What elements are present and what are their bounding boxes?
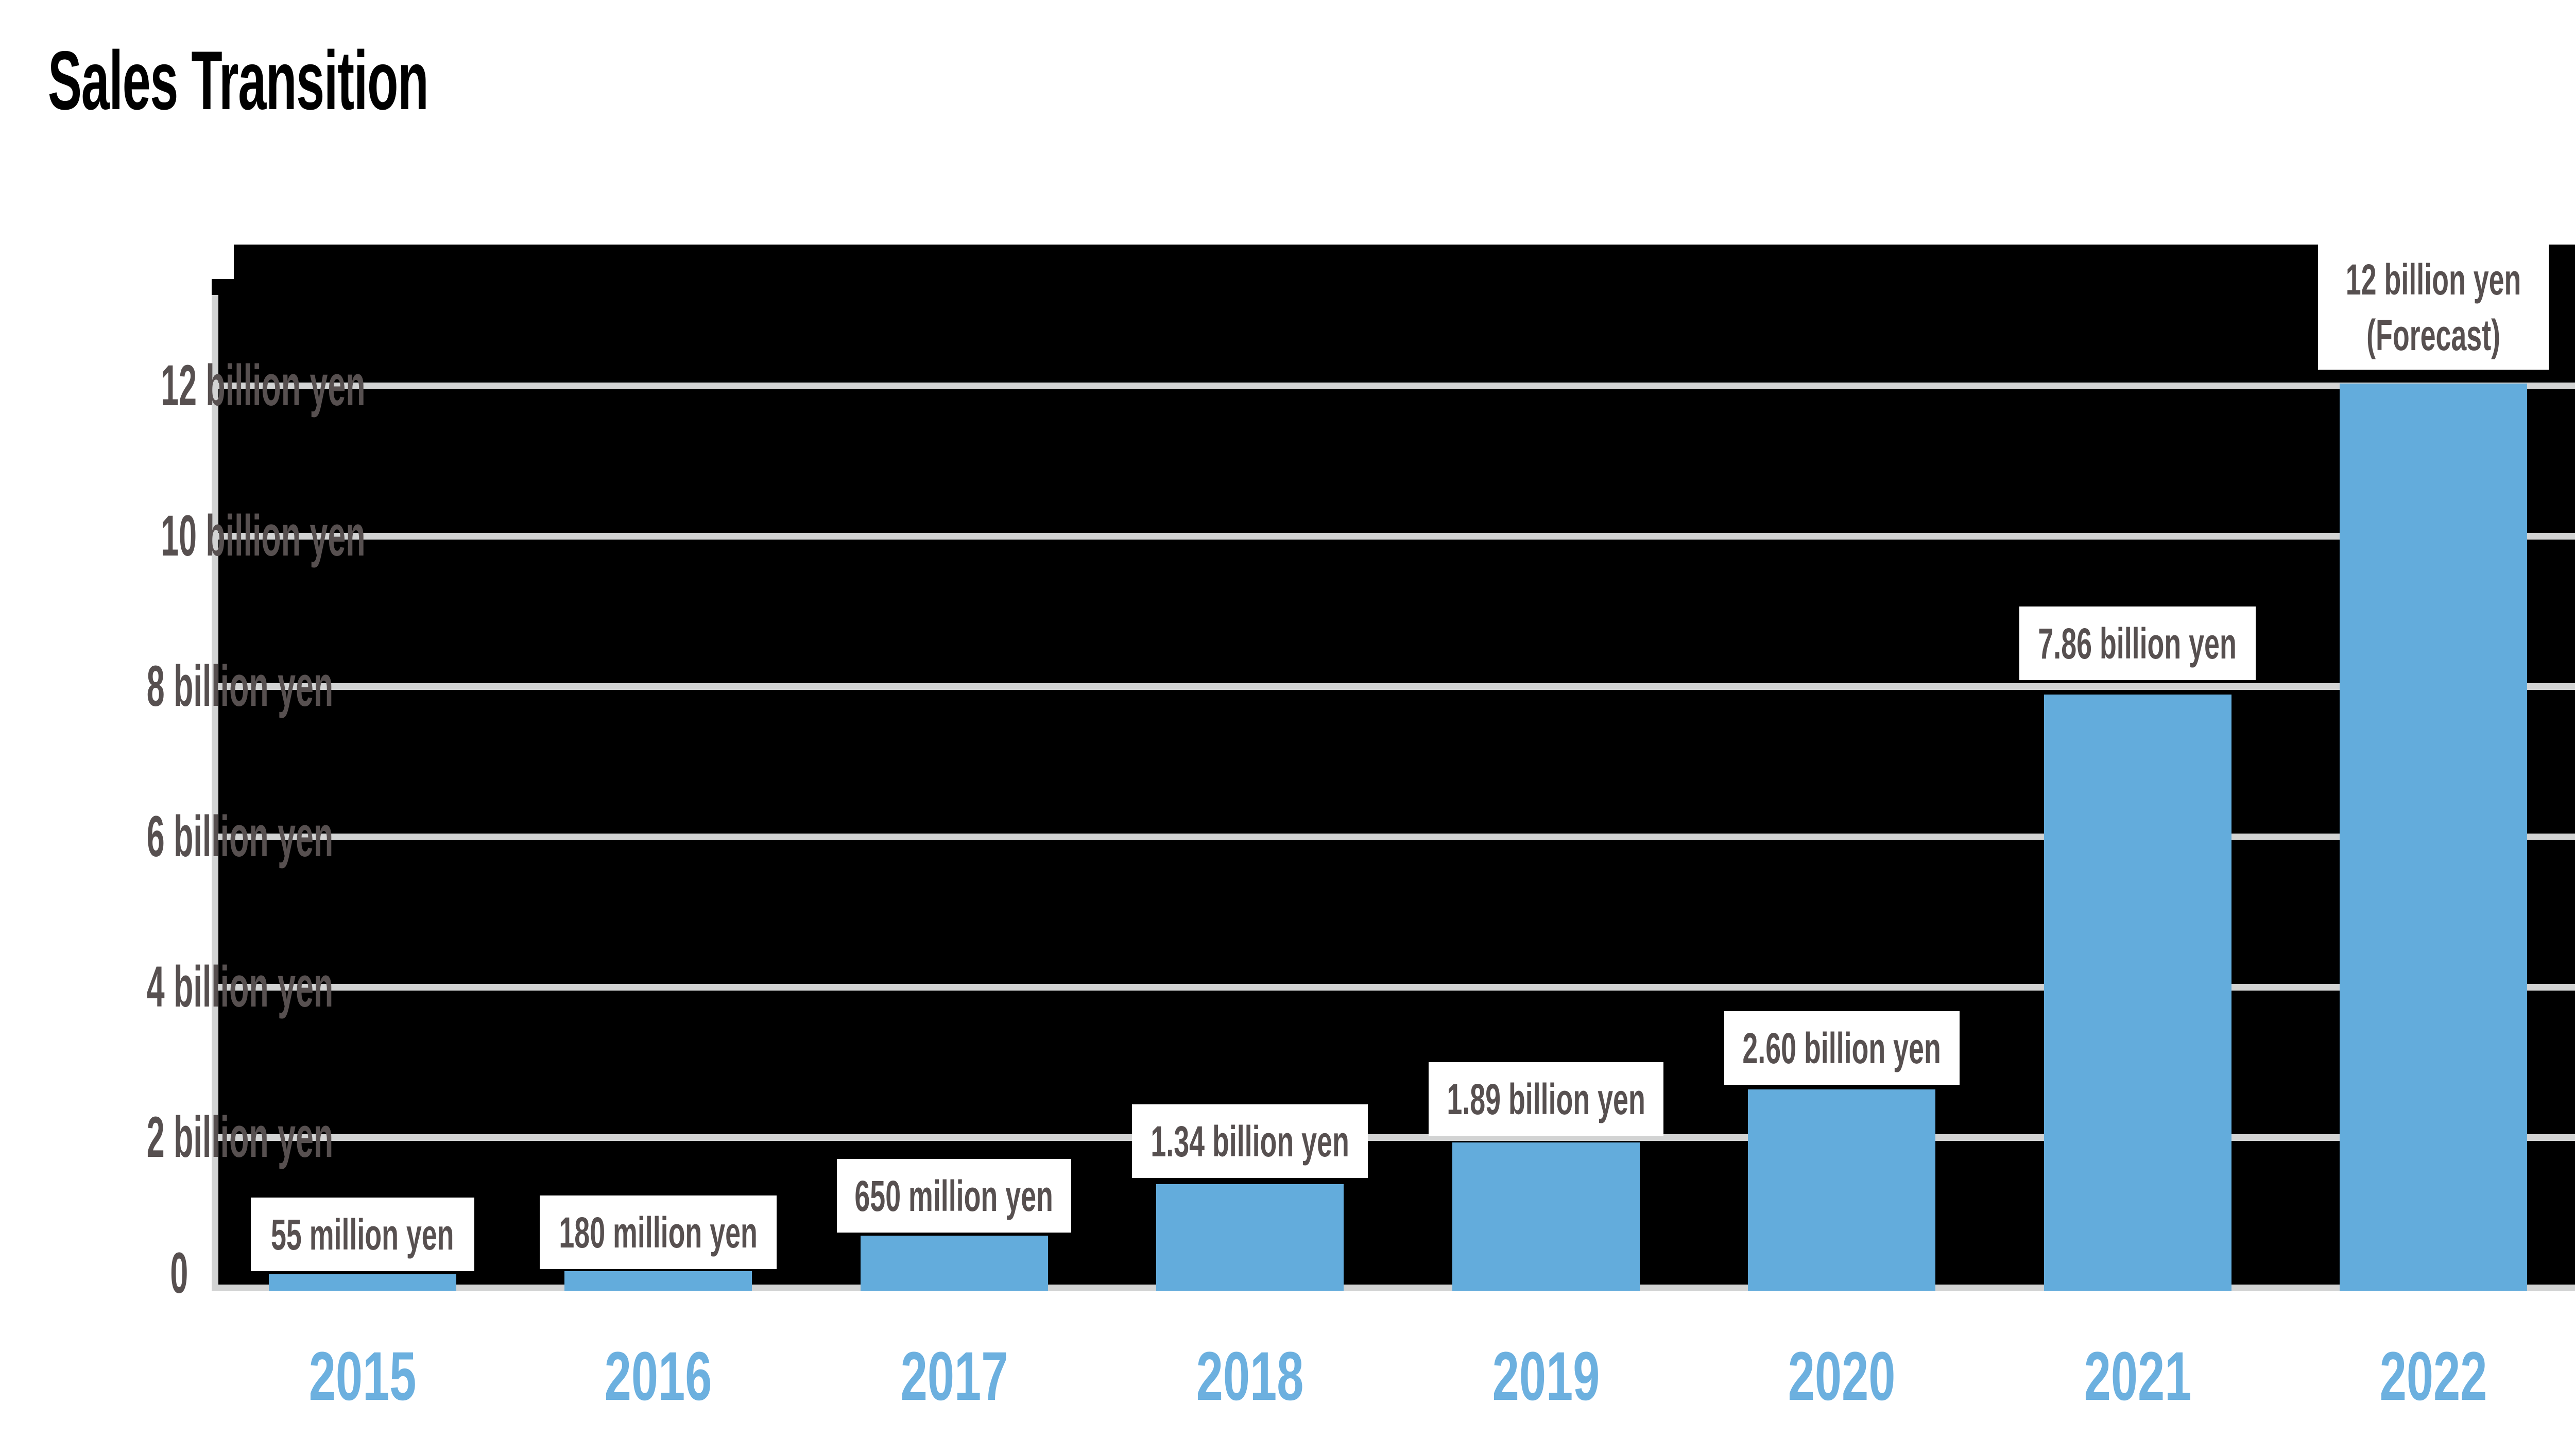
value-label-2016: 180 million yen: [540, 1195, 777, 1269]
value-label-text: 1.34 billion yen: [1095, 1114, 1405, 1169]
x-axis-label-2021: 2021: [1983, 1342, 2292, 1411]
value-label-2015: 55 million yen: [251, 1198, 474, 1271]
y-axis-line: [212, 295, 218, 1291]
bar-2020: [1748, 1089, 1935, 1291]
value-label-line: 7.86 billion yen: [2038, 619, 2237, 668]
value-label-text: 1.89 billion yen: [1391, 1071, 1701, 1127]
y-axis-label-text: 10 billion yen: [161, 504, 366, 568]
value-label-line: 55 million yen: [271, 1210, 454, 1259]
x-axis-label-text: 2017: [900, 1338, 1008, 1415]
gridline-6-billion: [218, 834, 2575, 840]
bar-2021: [2044, 695, 2231, 1291]
gridline-8-billion: [218, 683, 2575, 690]
value-label-line: 180 million yen: [559, 1208, 758, 1257]
y-axis-label-12-billion: 12 billion yen: [0, 357, 365, 414]
bar-2022: [2340, 384, 2527, 1291]
x-axis-label-2019: 2019: [1392, 1342, 1701, 1411]
value-label-line: 12 billion yen: [2345, 255, 2521, 304]
x-axis-label-text: 2020: [1788, 1338, 1896, 1415]
value-label-line: 1.34 billion yen: [1151, 1117, 1349, 1166]
y-axis-label-text: 4 billion yen: [146, 955, 334, 1019]
gridline-10-billion: [218, 533, 2575, 540]
x-axis-label-2017: 2017: [800, 1342, 1109, 1411]
x-axis-label-2020: 2020: [1687, 1342, 1996, 1411]
gridline-12-billion: [218, 383, 2575, 389]
x-axis-label-text: 2015: [308, 1338, 417, 1415]
page-title: Sales Transition: [48, 39, 671, 123]
value-label-text: 12 billion yen: [2296, 252, 2570, 307]
bar-2015: [269, 1274, 456, 1291]
value-label-text: 55 million yen: [219, 1207, 506, 1262]
value-label-line: 1.89 billion yen: [1447, 1074, 1645, 1123]
value-label-2020: 2.60 billion yen: [1724, 1011, 1960, 1085]
value-label-line: (Forecast): [2366, 310, 2500, 359]
plot-top-left-notch: [212, 245, 234, 279]
x-axis-label-text: 2016: [604, 1338, 712, 1415]
gridline-2-billion: [218, 1134, 2575, 1141]
y-axis-label-text: 0: [170, 1241, 188, 1305]
y-axis-label-text: 6 billion yen: [146, 804, 334, 869]
y-axis-label-text: 12 billion yen: [161, 353, 366, 418]
y-axis-label-4-billion: 4 billion yen: [0, 958, 333, 1016]
value-label-2019: 1.89 billion yen: [1429, 1062, 1663, 1136]
value-label-line: 2.60 billion yen: [1742, 1024, 1942, 1072]
x-axis-label-text: 2018: [1196, 1338, 1304, 1415]
x-axis-label-2016: 2016: [504, 1342, 813, 1411]
value-label-line: 650 million yen: [854, 1171, 1054, 1220]
x-axis-label-text: 2022: [2379, 1338, 2487, 1415]
y-axis-label-8-billion: 8 billion yen: [0, 657, 333, 715]
y-axis-label-text: 2 billion yen: [146, 1105, 334, 1169]
bar-2017: [861, 1236, 1048, 1291]
value-label-2018: 1.34 billion yen: [1132, 1104, 1368, 1178]
x-axis-baseline: [212, 1285, 2575, 1291]
value-label-forecast-note: (Forecast): [2329, 307, 2538, 363]
bar-2019: [1452, 1142, 1640, 1291]
value-label-text: 2.60 billion yen: [1687, 1020, 1997, 1076]
page-title-text: Sales Transition: [48, 34, 429, 127]
y-axis-label-2-billion: 2 billion yen: [0, 1108, 333, 1166]
x-axis-label-2022: 2022: [2279, 1342, 2575, 1411]
value-label-text: 650 million yen: [799, 1168, 1109, 1224]
bar-2018: [1156, 1184, 1344, 1291]
y-axis-label-6-billion: 6 billion yen: [0, 808, 333, 865]
x-axis-label-2015: 2015: [208, 1342, 517, 1411]
value-label-2021: 7.86 billion yen: [2019, 606, 2256, 680]
y-axis-label-text: 8 billion yen: [146, 654, 334, 718]
x-axis-label-2018: 2018: [1095, 1342, 1404, 1411]
x-axis-label-text: 2021: [2084, 1338, 2192, 1415]
value-label-2022-forecast: 12 billion yen (Forecast): [2318, 245, 2549, 370]
gridline-4-billion: [218, 984, 2575, 991]
y-axis-label-0-billion: 0: [0, 1244, 188, 1302]
value-label-text: 180 million yen: [503, 1205, 813, 1260]
x-axis-label-text: 2019: [1492, 1338, 1600, 1415]
value-label-2017: 650 million yen: [837, 1159, 1071, 1233]
bar-2016: [564, 1271, 752, 1291]
y-axis-label-10-billion: 10 billion yen: [0, 507, 365, 565]
value-label-text: 7.86 billion yen: [1982, 616, 2292, 671]
